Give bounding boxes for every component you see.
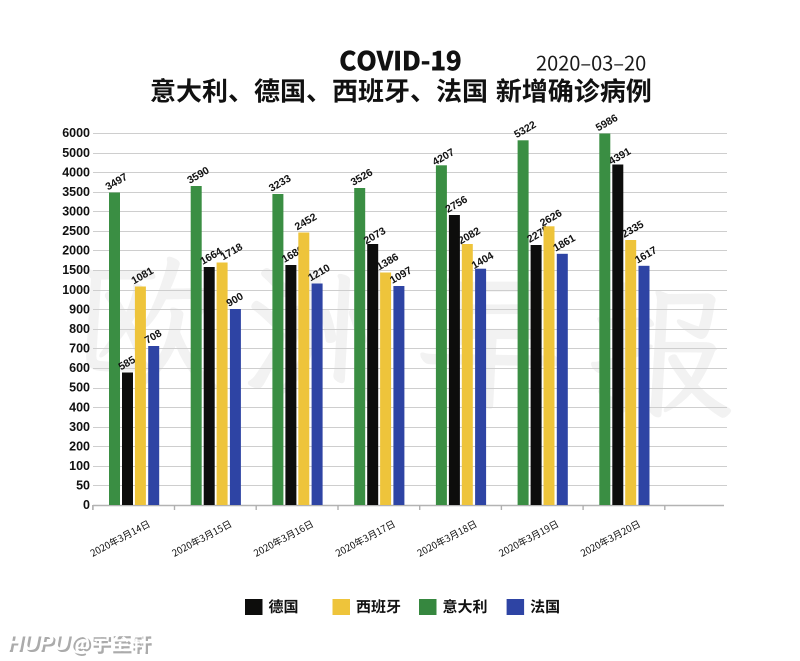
svg-text:100: 100 [69, 459, 90, 473]
svg-text:2000: 2000 [62, 244, 90, 258]
svg-text:600: 600 [69, 361, 90, 375]
svg-text:2082: 2082 [456, 225, 482, 247]
svg-text:3497: 3497 [104, 171, 130, 193]
svg-text:5000: 5000 [62, 146, 90, 160]
svg-text:4391: 4391 [607, 145, 633, 167]
svg-text:1000: 1000 [62, 283, 90, 297]
svg-text:0: 0 [83, 498, 90, 512]
svg-text:1718: 1718 [219, 241, 245, 263]
svg-text:1386: 1386 [375, 251, 401, 273]
svg-text:300: 300 [69, 420, 90, 434]
svg-text:200: 200 [69, 440, 90, 454]
svg-text:50: 50 [76, 479, 90, 493]
svg-text:4207: 4207 [430, 146, 456, 168]
svg-text:HUPU: HUPU [9, 632, 72, 657]
svg-text:3233: 3233 [267, 172, 293, 194]
svg-text:400: 400 [69, 400, 90, 414]
svg-text:2500: 2500 [62, 224, 90, 238]
svg-text:HUPU: HUPU [7, 630, 70, 655]
svg-text:2335: 2335 [620, 218, 646, 240]
svg-text:1404: 1404 [470, 250, 496, 272]
svg-text:1081: 1081 [129, 265, 155, 287]
svg-text:900: 900 [69, 302, 90, 316]
svg-text:2452: 2452 [293, 211, 319, 233]
svg-text:1097: 1097 [388, 264, 414, 286]
svg-text:1500: 1500 [62, 263, 90, 277]
svg-text:3526: 3526 [349, 166, 375, 188]
svg-text:700: 700 [69, 342, 90, 356]
svg-text:800: 800 [69, 322, 90, 336]
svg-text:1861: 1861 [551, 232, 577, 254]
svg-text:3000: 3000 [62, 205, 90, 219]
svg-text:2626: 2626 [538, 207, 564, 229]
svg-text:2756: 2756 [443, 193, 469, 215]
svg-text:3500: 3500 [62, 185, 90, 199]
svg-text:5322: 5322 [512, 119, 538, 141]
svg-text:1617: 1617 [633, 244, 659, 266]
svg-text:500: 500 [69, 381, 90, 395]
svg-text:3590: 3590 [185, 164, 211, 186]
svg-text:2073: 2073 [362, 225, 388, 247]
svg-text:6000: 6000 [62, 126, 90, 140]
svg-text:4000: 4000 [62, 165, 90, 179]
svg-text:5986: 5986 [594, 112, 620, 134]
